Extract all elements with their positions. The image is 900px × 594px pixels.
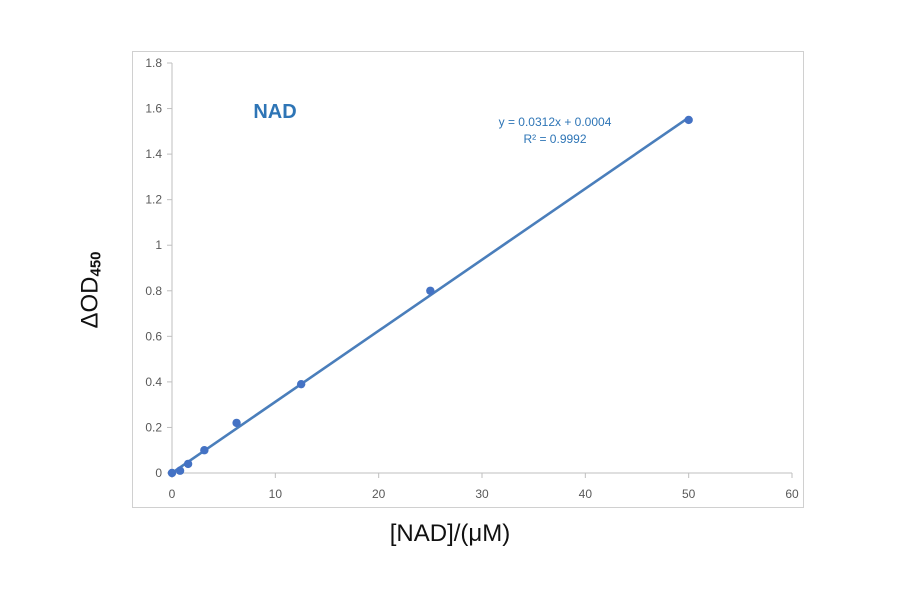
y-tick-label: 1 [155,238,162,252]
x-tick-label: 10 [269,487,283,501]
data-points [167,115,693,478]
y-tick-label: 1.8 [145,56,162,70]
chart-title: NAD [253,101,296,123]
data-point [232,418,241,428]
y-tick-label: 0 [155,466,162,480]
tick-labels: 0 0.2 0.4 0.6 0.8 1 1.2 1.4 1.6 1.8 0 10 20 30 40 50 60 [145,56,799,501]
trendline-equation: y = 0.0312x + 0.0004 [499,115,612,129]
x-tick-label: 40 [579,487,593,501]
x-tick-label: 60 [785,487,799,501]
x-tick-label: 0 [169,487,176,501]
axes [167,62,793,478]
y-tick-label: 1.4 [145,147,162,161]
data-point [167,468,177,478]
data-point [183,459,193,469]
data-point [426,286,435,295]
y-tick-label: 1.6 [145,102,162,116]
y-tick-label: 1.2 [145,193,162,207]
data-point [684,115,693,125]
data-point [296,379,306,389]
trendline [171,116,690,474]
r-squared-label: R² = 0.9992 [523,132,586,146]
y-tick-label: 0.8 [145,284,162,298]
data-point [200,446,209,455]
y-tick-label: 0.4 [145,375,162,389]
x-axis-title: [NAD]/(μM) [389,520,511,547]
data-point [175,466,185,475]
chart-frame [132,51,804,508]
x-tick-label: 20 [372,487,386,501]
y-tick-label: 0.6 [145,329,162,343]
x-tick-label: 50 [682,487,696,501]
y-tick-label: 0.2 [145,420,162,434]
x-tick-label: 30 [475,487,489,501]
